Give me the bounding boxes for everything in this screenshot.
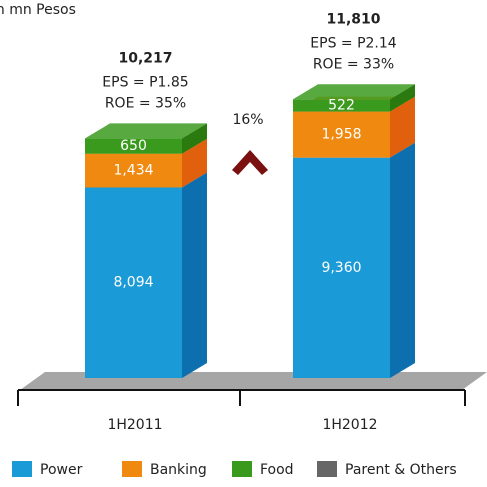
value-label: 522 xyxy=(328,97,355,113)
bar-side xyxy=(182,123,207,154)
bar-front xyxy=(85,153,182,188)
total-label: 11,810 xyxy=(326,11,380,27)
x-tick-label: 1H2011 xyxy=(107,417,162,433)
legend-swatch xyxy=(232,461,252,477)
bar-top xyxy=(85,123,207,139)
bar-side xyxy=(182,138,207,188)
value-label: 650 xyxy=(120,138,147,154)
x-tick-label: 1H2012 xyxy=(322,417,377,433)
legend-label: Banking xyxy=(150,462,207,478)
bar-side xyxy=(390,142,415,378)
eps-label: EPS = P2.14 xyxy=(310,35,397,51)
value-label: 1,434 xyxy=(113,163,153,179)
value-label: 9,360 xyxy=(321,260,361,276)
growth-arrow xyxy=(232,150,268,175)
legend-swatch xyxy=(122,461,142,477)
bar-top xyxy=(293,84,415,100)
roe-label: ROE = 33% xyxy=(313,56,394,72)
bar-front xyxy=(85,187,182,378)
roe-label: ROE = 35% xyxy=(105,95,186,111)
legend-label: Power xyxy=(40,462,83,478)
value-label: 8,094 xyxy=(113,275,153,291)
bar-front xyxy=(85,138,182,154)
eps-label: EPS = P1.85 xyxy=(102,74,188,90)
bar-side xyxy=(390,84,415,112)
legend-swatch xyxy=(12,461,32,477)
bar-side xyxy=(182,172,207,378)
legend-label: Food xyxy=(260,462,294,478)
total-label: 10,217 xyxy=(118,50,172,66)
bar-front xyxy=(293,99,390,112)
bar-front xyxy=(293,157,390,378)
chart-title: in mn Pesos xyxy=(0,2,76,18)
bar-front xyxy=(293,111,390,158)
value-label: 1,958 xyxy=(321,127,361,143)
legend-swatch xyxy=(317,461,337,477)
bar-side xyxy=(390,96,415,158)
legend-label: Parent & Others xyxy=(345,462,457,478)
growth-label: 16% xyxy=(232,112,263,128)
